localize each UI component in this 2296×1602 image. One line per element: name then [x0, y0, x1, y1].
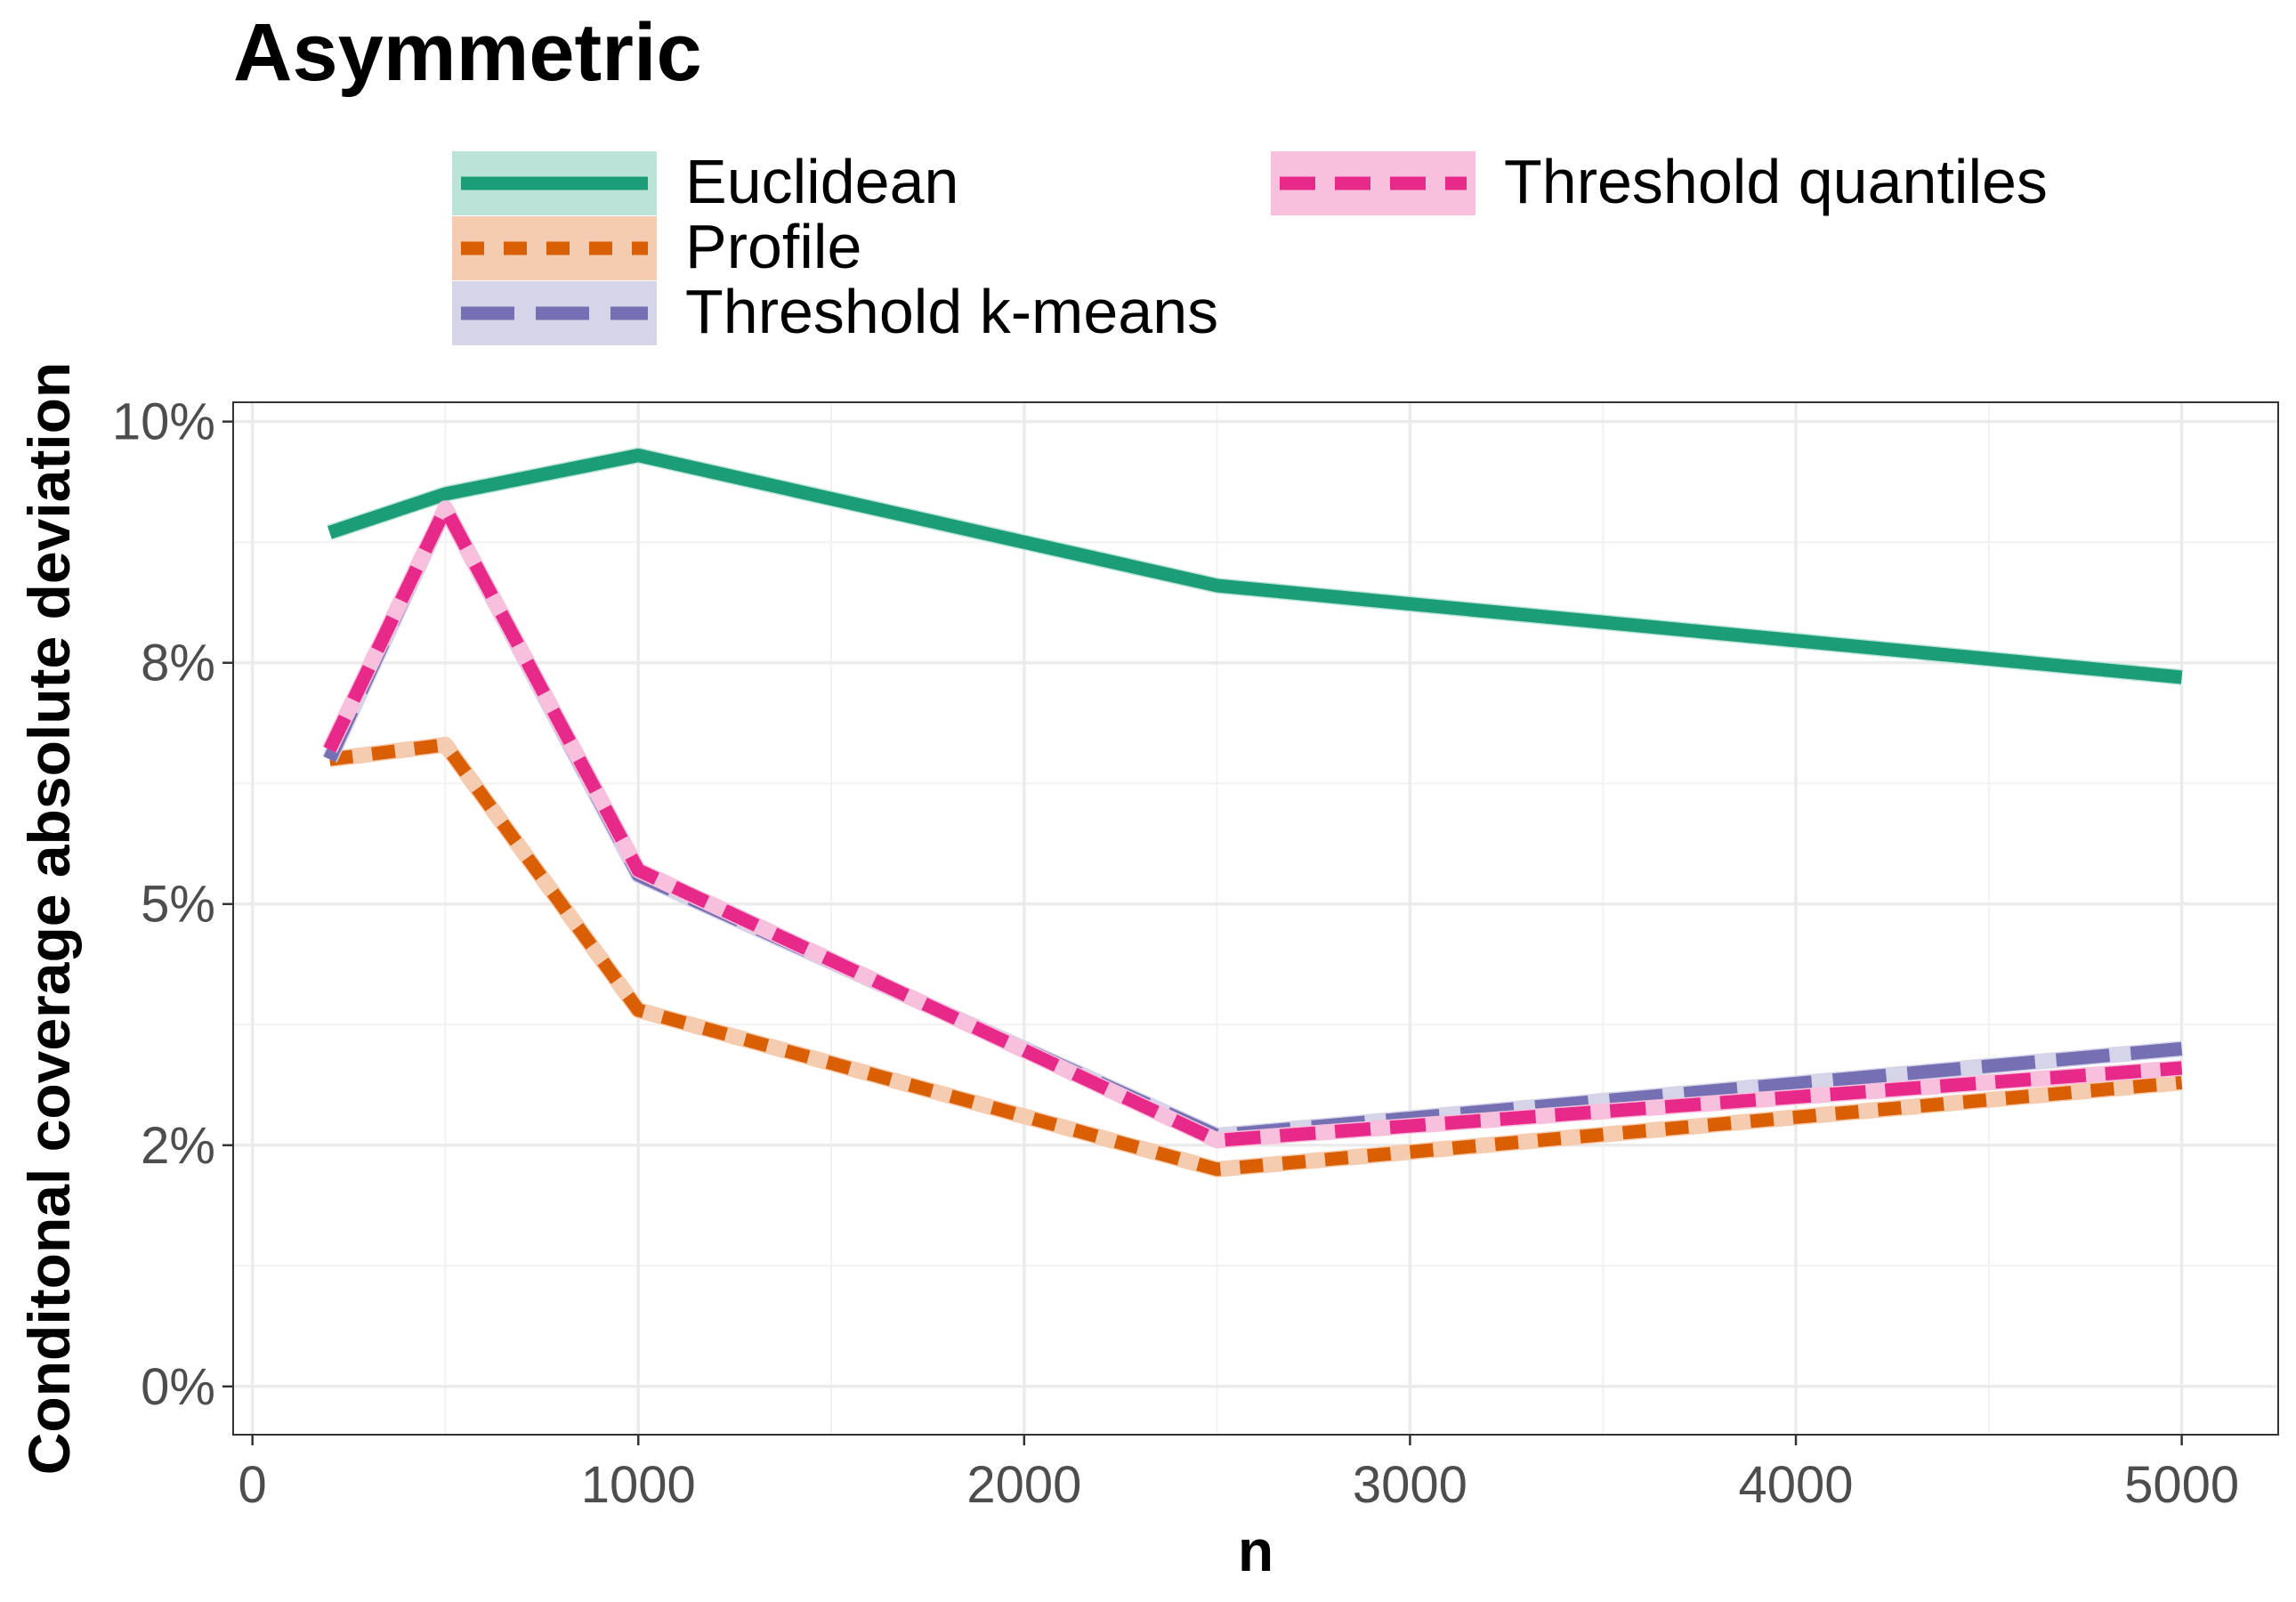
x-tick-label: 4000 — [1739, 1456, 1854, 1514]
y-tick-label: 5% — [141, 876, 215, 934]
y-tick-label: 8% — [141, 635, 215, 692]
y-tick-label: 2% — [141, 1117, 215, 1175]
plot-panel — [233, 402, 2278, 1435]
legend-item-threshold-k-means: Threshold k-means — [452, 277, 1218, 346]
legend-label: Euclidean — [685, 147, 958, 216]
x-tick-label: 2000 — [966, 1456, 1081, 1514]
y-axis: 0% 2% 5% 8% 10% — [112, 393, 233, 1416]
x-axis: 0 1000 2000 3000 4000 5000 — [238, 1435, 2239, 1514]
plot-border — [232, 401, 2279, 1436]
grid-minor — [233, 402, 2278, 1435]
legend-item-euclidean: Euclidean — [452, 147, 958, 216]
legend-item-profile: Profile — [452, 212, 861, 281]
x-tick-label: 0 — [238, 1456, 267, 1514]
x-tick-label: 3000 — [1353, 1456, 1467, 1514]
x-axis-title: n — [1238, 1517, 1273, 1583]
x-tick-label: 1000 — [581, 1456, 696, 1514]
y-tick-label: 0% — [141, 1358, 215, 1416]
x-tick-label: 5000 — [2124, 1456, 2239, 1514]
legend-label: Threshold quantiles — [1504, 147, 2048, 216]
chart-title: Asymmetric — [233, 7, 702, 98]
grid-major — [233, 402, 2278, 1435]
legend-label: Profile — [685, 212, 861, 281]
y-axis-title: Conditonal coverage absolute deviation — [16, 362, 82, 1476]
series-layer — [322, 447, 2183, 1177]
legend-item-threshold-quantiles: Threshold quantiles — [1271, 147, 2048, 216]
legend-label: Threshold k-means — [685, 277, 1218, 346]
y-tick-label: 10% — [112, 393, 215, 451]
